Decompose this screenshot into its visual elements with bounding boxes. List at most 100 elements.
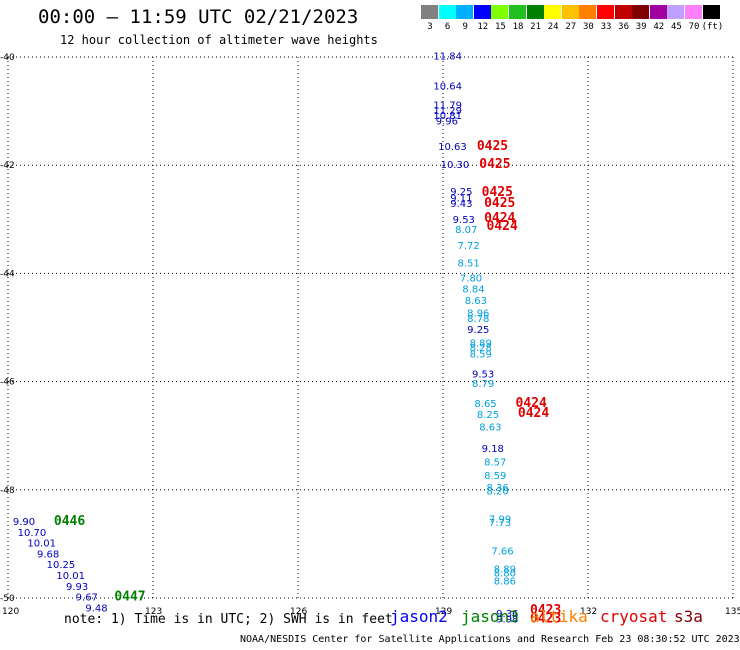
wave-height-value: 10.25	[47, 560, 76, 571]
x-tick-label: 129	[435, 607, 452, 617]
wave-height-value: 8.63	[479, 422, 501, 433]
wave-height-value: 9.53	[472, 369, 494, 380]
wave-height-value: 8.25	[477, 410, 499, 421]
pass-time-label: 0425	[482, 185, 513, 200]
wave-height-value: 10.30	[441, 160, 470, 171]
x-tick-label: 126	[290, 607, 307, 617]
pass-time-label: 0423	[530, 611, 561, 626]
wave-height-value: 8.57	[484, 457, 506, 468]
color-scale-label: 36	[618, 22, 630, 32]
color-scale-label: 27	[565, 22, 577, 32]
satellite-legend-altika: altika	[530, 607, 588, 626]
y-tick-label: -42	[0, 161, 15, 171]
wave-height-value: 8.59	[470, 349, 492, 360]
pass-time-label: 0425	[484, 196, 515, 211]
wave-height-value: 9.48	[85, 604, 107, 615]
wave-height-value: 8.86	[494, 576, 516, 587]
chart-subtitle: 12 hour collection of altimeter wave hei…	[60, 33, 378, 47]
color-swatch	[632, 5, 650, 19]
wave-height-value: 8.89	[494, 565, 516, 576]
wave-height-value: 9.25	[467, 325, 489, 336]
color-swatch	[438, 5, 456, 19]
wave-height-value: 8.63	[465, 296, 487, 307]
wave-height-value: 8.51	[458, 258, 480, 269]
pass-time-label: 0446	[54, 514, 85, 529]
color-swatch	[614, 5, 632, 19]
wave-height-value: 11.79	[433, 100, 462, 111]
satellite-legend-jason3: jason3	[461, 607, 519, 626]
wave-height-value: 10.81	[433, 111, 462, 122]
wave-height-value: 7.99	[489, 514, 511, 525]
color-scale-label: 70	[688, 22, 700, 32]
wave-height-value: 9.43	[450, 199, 472, 210]
wave-height-value: 9.98	[496, 614, 518, 625]
color-swatch	[456, 5, 474, 19]
color-swatch	[544, 5, 562, 19]
wave-height-value: 9.25	[450, 187, 472, 198]
color-scale-label: 12	[477, 22, 489, 32]
color-scale-label: 18	[512, 22, 524, 32]
wave-height-value: 8.79	[472, 379, 494, 390]
wave-height-value: 8.59	[484, 471, 506, 482]
color-swatch	[597, 5, 614, 19]
note-text: note: 1) Time is in UTC; 2) SWH is in fe…	[64, 612, 393, 627]
pass-time-label: 0425	[479, 157, 510, 172]
wave-height-value: 7.66	[491, 547, 513, 558]
wave-height-value: 8.20	[487, 487, 509, 498]
wave-height-value: 8.96	[467, 309, 489, 320]
color-scale-label: 42	[653, 22, 665, 32]
y-tick-label: -40	[0, 53, 15, 63]
wave-height-value: 7.80	[460, 274, 482, 285]
pass-time-label: 0424	[518, 406, 549, 421]
color-scale-label: 9	[462, 22, 468, 32]
wave-height-value: 8.07	[455, 225, 477, 236]
wave-height-value: 9.53	[453, 215, 475, 226]
satellite-legend-jason2: jason2	[390, 607, 448, 626]
wave-height-value: 10.01	[56, 571, 85, 582]
satellite-legend-cryosat: cryosat	[600, 607, 668, 626]
wave-height-value: 7.72	[458, 241, 480, 252]
color-scale-label: 15	[494, 22, 506, 32]
color-scale-label: 3	[427, 22, 433, 32]
color-swatch	[421, 5, 438, 19]
color-scale-label: 6	[444, 22, 451, 32]
color-scale-label: 30	[582, 22, 594, 32]
color-swatch	[491, 5, 509, 19]
wave-height-value: 9.67	[76, 593, 98, 604]
y-tick-label: -48	[0, 486, 15, 496]
footer-credit: NOAA/NESDIS Center for Satellite Applica…	[240, 634, 740, 645]
wave-height-value: 8.65	[474, 399, 496, 410]
color-scale-label: 33	[600, 22, 612, 32]
color-scale-label: 21	[530, 22, 542, 32]
x-tick-label: 132	[580, 607, 597, 617]
wave-height-value: 9.36	[496, 609, 518, 620]
wave-height-value: 9.93	[66, 582, 88, 593]
color-swatch	[509, 5, 526, 19]
y-tick-label: -44	[0, 269, 15, 279]
color-swatch	[667, 5, 685, 19]
pass-time-label: 0424	[484, 211, 515, 226]
pass-time-label: 0424	[516, 396, 547, 411]
wave-height-value: 8.80	[494, 568, 516, 579]
wave-height-value: 8.36	[487, 483, 509, 494]
wave-height-value: 8.78	[467, 314, 489, 325]
y-tick-label: -50	[0, 594, 15, 604]
wave-height-value: 9.18	[482, 444, 504, 455]
color-swatch	[702, 5, 720, 19]
color-scale-label: 24	[547, 22, 559, 32]
wave-height-value: 9.90	[13, 517, 35, 528]
color-swatch	[649, 5, 667, 19]
wave-height-value: 10.64	[433, 81, 462, 92]
wave-height-value: 11.29	[433, 106, 462, 117]
chart-title: 00:00 – 11:59 UTC 02/21/2023	[38, 6, 359, 28]
wave-height-value: 11.84	[433, 52, 462, 63]
wave-height-value: 8.28	[470, 343, 492, 354]
pass-time-label: 0424	[487, 219, 518, 234]
pass-time-label: 0425	[477, 139, 508, 154]
color-scale-label: (ft)	[701, 22, 724, 32]
x-tick-label: 120	[2, 607, 19, 617]
wave-height-value: 9.96	[436, 117, 458, 128]
pass-time-label: 0447	[114, 590, 145, 605]
color-swatch	[473, 5, 491, 19]
